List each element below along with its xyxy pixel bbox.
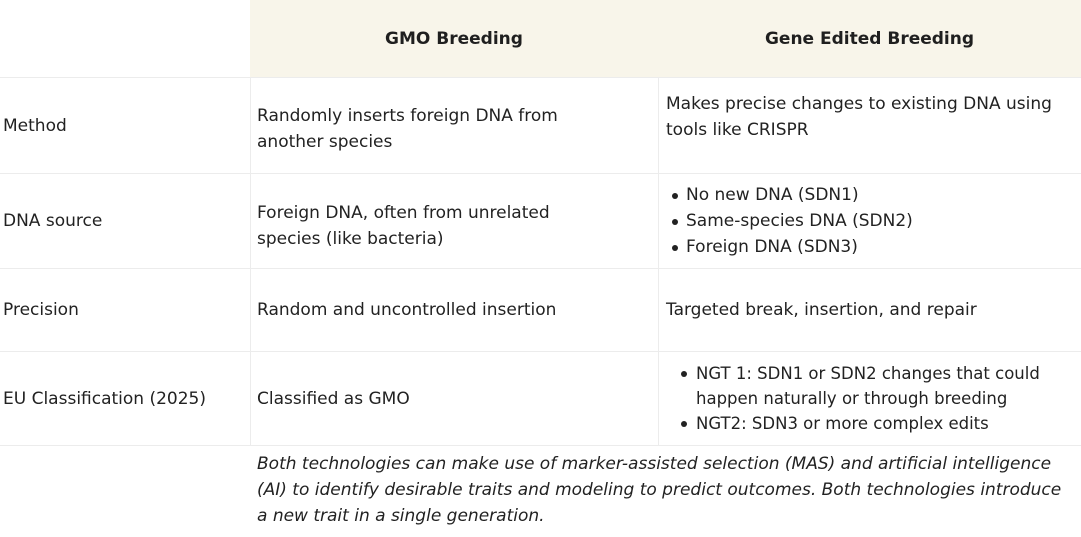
row-label-precision: Precision — [3, 300, 79, 320]
gmo-precision-cell: Random and uncontrolled insertion — [257, 300, 557, 320]
gmo-method-cell: Randomly inserts foreign DNA from anothe… — [257, 105, 558, 152]
gene-edited-eu-classification-cell: NGT 1: SDN1 or SDN2 changes that could h… — [660, 352, 1080, 445]
row-label-dna-source: DNA source — [3, 211, 103, 231]
gene-edited-precision-cell: Targeted break, insertion, and repair — [666, 300, 977, 320]
row-divider — [0, 77, 1081, 78]
bullet-icon — [681, 421, 687, 427]
row-divider — [0, 351, 1081, 352]
row-label-eu-classification: EU Classification (2025) — [3, 388, 207, 409]
eu-classification-list: NGT 1: SDN1 or SDN2 changes that could h… — [660, 361, 1080, 436]
row-divider — [0, 173, 1081, 174]
gene-edited-dna-source-cell: No new DNA (SDN1) Same-species DNA (SDN2… — [666, 174, 1078, 268]
header-gene-edited-breeding: Gene Edited Breeding — [764, 28, 975, 49]
column-divider — [250, 77, 251, 445]
row-label-method: Method — [3, 115, 67, 136]
gene-edited-method-cell: Makes precise changes to existing DNA us… — [666, 94, 1052, 140]
dna-source-bullet-list: No new DNA (SDN1) Same-species DNA (SDN2… — [666, 182, 913, 260]
row-divider — [0, 268, 1081, 269]
bullet-icon — [681, 371, 687, 377]
header-gmo-breeding: GMO Breeding — [385, 28, 523, 49]
list-item: NGT2: SDN3 or more complex edits — [660, 411, 1080, 436]
row-divider — [0, 445, 1081, 446]
list-item: NGT 1: SDN1 or SDN2 changes that could h… — [660, 361, 1080, 411]
column-divider — [658, 77, 659, 445]
list-item: No new DNA (SDN1) — [666, 182, 913, 208]
gmo-eu-classification-cell: Classified as GMO — [257, 388, 410, 409]
footnote: Both technologies can make use of marker… — [257, 454, 1062, 526]
gmo-dna-source-cell: Foreign DNA, often from unrelated specie… — [257, 202, 550, 249]
list-item: Same-species DNA (SDN2) — [666, 208, 913, 234]
list-item: Foreign DNA (SDN3) — [666, 234, 913, 260]
header-background — [250, 0, 1081, 77]
